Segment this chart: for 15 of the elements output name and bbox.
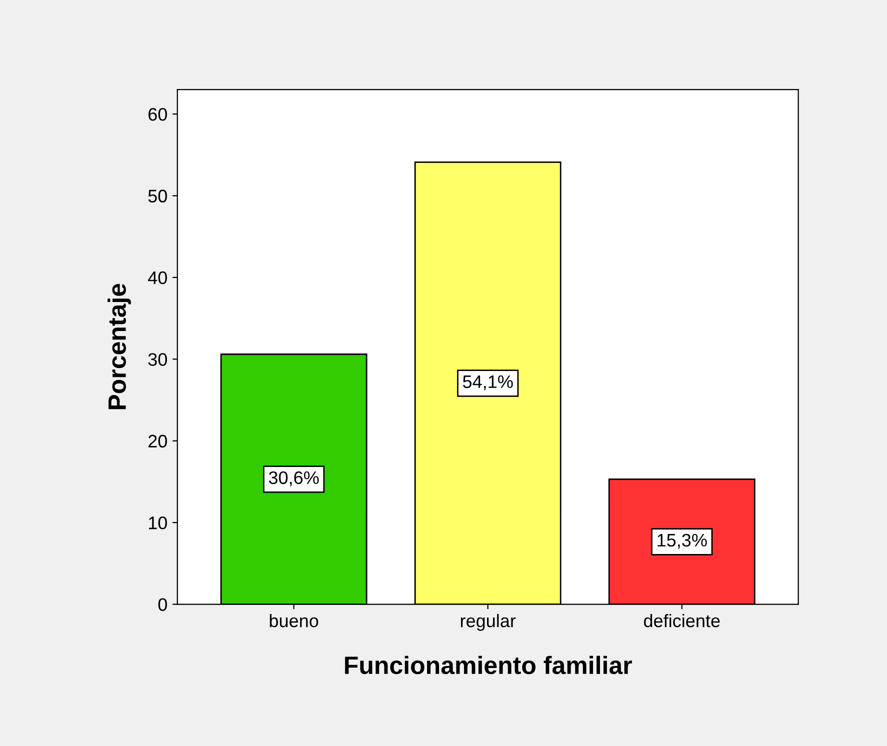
x-axis-title: Funcionamiento familiar xyxy=(345,656,632,674)
x-tick-label: deficiente xyxy=(644,614,720,628)
data-label: 15,3% xyxy=(658,534,707,549)
data-label: 54,1% xyxy=(462,375,513,390)
data-label: 30,6% xyxy=(268,471,319,486)
y-tick-label: 40 xyxy=(148,271,167,284)
y-tick-label: 30 xyxy=(148,353,167,366)
y-axis-title: Porcentaje xyxy=(108,284,131,410)
y-tick-label: 0 xyxy=(158,598,167,611)
y-tick-label: 20 xyxy=(148,434,167,448)
y-tick-label: 60 xyxy=(148,108,167,121)
x-tick-label: bueno xyxy=(270,614,318,628)
x-tick-label: regular xyxy=(460,614,516,631)
y-tick-label: 50 xyxy=(148,190,167,202)
y-tick-label: 10 xyxy=(148,516,167,530)
